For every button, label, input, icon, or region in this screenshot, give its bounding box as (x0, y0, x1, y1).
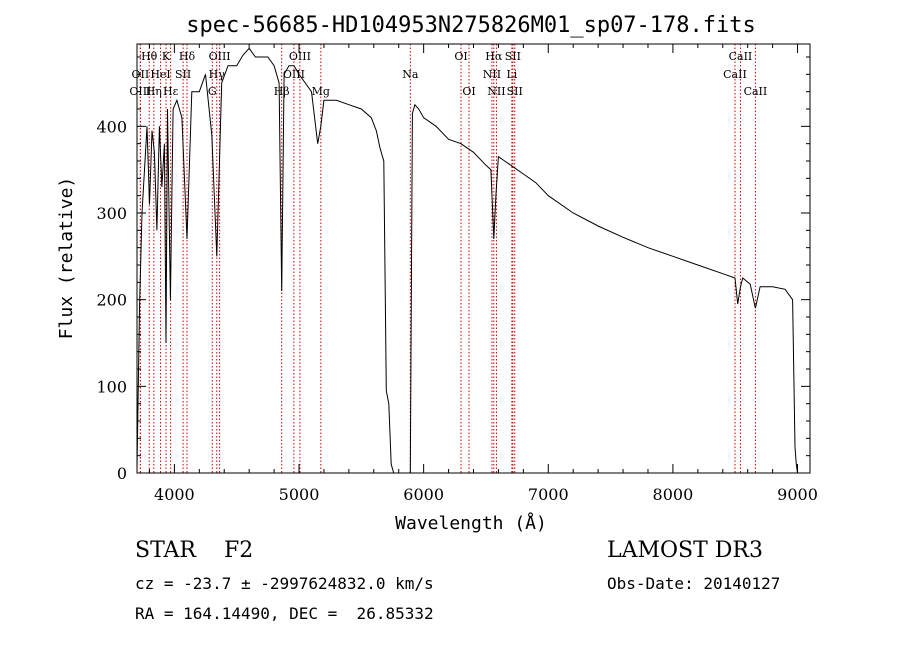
line-label-9: OIII (209, 50, 231, 63)
line-label-21: NII (483, 68, 501, 81)
line-label-11: G (208, 85, 217, 98)
x-tick-label-1: 5000 (279, 485, 320, 504)
redshift-text: cz = -23.7 ± -2997624832.0 km/s (135, 574, 434, 593)
line-label-17: OI (454, 50, 467, 63)
line-label-6: Hε (163, 85, 179, 98)
line-label-23: NII (487, 85, 505, 98)
y-tick-label-3: 300 (96, 204, 127, 223)
line-label-13: OIII (283, 68, 305, 81)
y-tick-label-2: 200 (96, 291, 127, 310)
line-label-8: SII (175, 68, 191, 81)
line-label-25: CaII (729, 50, 753, 63)
y-tick-label-4: 400 (96, 117, 127, 136)
line-label-15: Mg (312, 85, 330, 98)
x-axis-label: Wavelength (Å) (395, 512, 547, 534)
ra-dec-text: RA = 164.14490, DEC = 26.85332 (135, 604, 434, 623)
line-label-1: OII (132, 68, 150, 81)
x-tick-label-5: 9000 (777, 485, 818, 504)
spectrum-line (136, 47, 798, 474)
line-label-7: Hδ (179, 50, 196, 63)
plot-frame (136, 43, 811, 474)
y-tick-label-0: 0 (117, 464, 127, 483)
y-axis: 0 100 200 300 400 (96, 56, 810, 483)
line-label-22: Li (506, 68, 517, 81)
line-labels: Hθ OII OIII K HeI Hη Hε Hδ SII OIII Hγ G OIII OIII Hβ M… (129, 50, 767, 98)
x-tick-label-3: 7000 (528, 485, 569, 504)
y-tick-label-1: 100 (96, 377, 127, 396)
x-tick-label-2: 6000 (403, 485, 444, 504)
line-label-16: Na (402, 68, 419, 81)
x-axis: 4000 5000 6000 7000 8000 9000 (148, 44, 818, 504)
line-label-12: OIII (289, 50, 311, 63)
line-label-14: Hβ (274, 85, 290, 98)
spectrum-chart: spec-56685-HD104953N275826M01_sp07-178.f… (56, 13, 818, 534)
line-label-0: Hθ (141, 50, 158, 63)
line-label-18: OI (462, 85, 475, 98)
chart-title: spec-56685-HD104953N275826M01_sp07-178.f… (186, 13, 756, 38)
line-label-3: K (162, 50, 171, 63)
line-label-24: SII (507, 85, 523, 98)
line-label-26: CaII (723, 68, 747, 81)
line-label-5: Hη (146, 85, 162, 98)
obs-date: Obs-Date: 20140127 (607, 574, 781, 593)
line-label-20: SII (505, 50, 521, 63)
line-label-2: OIII (129, 85, 151, 98)
line-markers (139, 44, 756, 473)
survey-name: LAMOST DR3 (607, 538, 763, 563)
x-tick-label-4: 8000 (653, 485, 694, 504)
line-label-19: Hα (485, 50, 503, 63)
line-label-10: Hγ (209, 68, 226, 81)
x-tick-label-0: 4000 (154, 485, 195, 504)
y-axis-label: Flux (relative) (56, 177, 77, 340)
object-class: STAR F2 (135, 538, 254, 563)
line-label-27: CaII (744, 85, 768, 98)
line-label-4: HeI (150, 68, 170, 81)
